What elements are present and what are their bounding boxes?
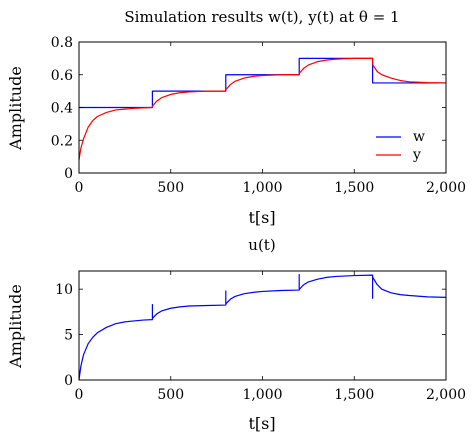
bottom-chart-y-tick-label: 10 — [55, 282, 73, 298]
top-chart-x-ticks: 0 500 1,000 1,500 2,000 — [75, 42, 466, 196]
top-chart: Simulation results w(t), y(t) at θ = 1 0… — [6, 8, 466, 227]
bottom-chart-y-tick-label: 0 — [64, 373, 73, 389]
top-chart-y-axis-label: Amplitude — [6, 66, 25, 151]
top-chart-series-group — [78, 57, 447, 160]
bottom-chart-plot-frame — [78, 270, 447, 381]
bottom-chart-x-tick-label: 0 — [75, 387, 84, 403]
top-chart-y-tick-label: 0.6 — [51, 68, 73, 84]
top-chart-y-tick-label: 0.2 — [51, 133, 73, 149]
bottom-chart-x-tick-label: 1,500 — [334, 387, 374, 403]
bottom-chart: u(t) 0 500 1,000 1,500 2,000 0 5 10 t[s] Ampli… — [6, 236, 466, 433]
top-chart-y-tick-label: 0.4 — [51, 101, 73, 117]
top-chart-x-axis-label: t[s] — [248, 208, 275, 227]
bottom-chart-y-ticks: 0 5 10 — [55, 282, 446, 389]
top-chart-y-ticks: 0 0.2 0.4 0.6 0.8 — [51, 35, 446, 182]
top-chart-series-w-line — [79, 57, 446, 109]
top-chart-y-tick-label: 0 — [64, 166, 73, 182]
top-chart-x-tick-label: 1,500 — [334, 180, 374, 196]
bottom-chart-x-axis-label: t[s] — [248, 414, 275, 433]
bottom-chart-x-tick-label: 1,000 — [242, 387, 282, 403]
top-chart-x-tick-label: 1,000 — [242, 180, 282, 196]
bottom-chart-x-tick-label: 500 — [157, 387, 184, 403]
legend-w-label: w — [413, 129, 425, 145]
bottom-chart-x-tick-label: 2,000 — [426, 387, 466, 403]
bottom-chart-y-axis-label: Amplitude — [6, 284, 25, 369]
bottom-chart-y-tick-label: 5 — [64, 328, 73, 344]
top-chart-x-tick-label: 500 — [157, 180, 184, 196]
top-chart-legend: w y — [376, 129, 425, 163]
top-chart-series-y-line — [78, 57, 447, 160]
bottom-chart-title: u(t) — [248, 236, 275, 254]
top-chart-x-tick-label: 0 — [75, 180, 84, 196]
top-chart-title: Simulation results w(t), y(t) at θ = 1 — [124, 8, 399, 26]
bottom-chart-x-ticks: 0 500 1,000 1,500 2,000 — [75, 271, 466, 403]
legend-y-label: y — [412, 147, 421, 163]
bottom-chart-series-0-line — [78, 274, 447, 381]
top-chart-x-tick-label: 2,000 — [426, 180, 466, 196]
top-chart-y-tick-label: 0.8 — [51, 35, 73, 51]
bottom-chart-series-group — [78, 274, 447, 381]
